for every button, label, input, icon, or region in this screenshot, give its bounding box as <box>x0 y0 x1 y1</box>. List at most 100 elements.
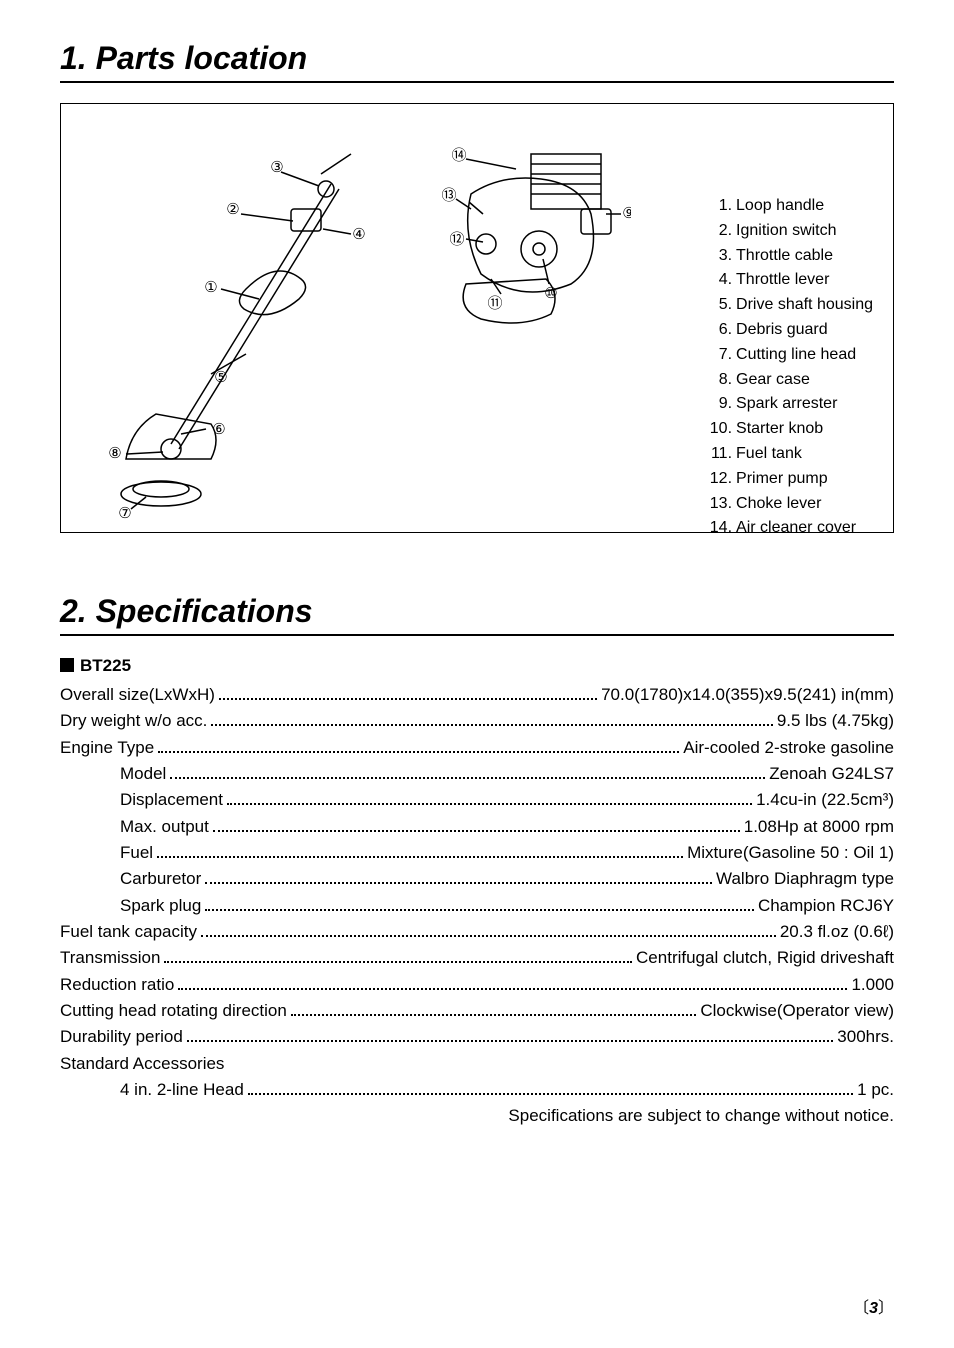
callout-6: ⑥ <box>212 421 225 438</box>
spec-label: Transmission <box>60 945 160 971</box>
spec-label: Model <box>120 761 166 787</box>
spec-row: Displacement 1.4cu-in (22.5cm³) <box>60 787 894 813</box>
legend-item: 4.Throttle lever <box>706 268 873 293</box>
spec-dots <box>178 988 847 990</box>
callout-8: ⑧ <box>108 445 121 462</box>
legend-item: 10.Starter knob <box>706 417 873 442</box>
spec-dots <box>157 856 683 858</box>
spec-label: Fuel <box>120 840 153 866</box>
spec-row: Fuel tank capacity 20.3 fl.oz (0.6ℓ) <box>60 919 894 945</box>
legend-item: 11.Fuel tank <box>706 442 873 467</box>
footer-note: Specifications are subject to change wit… <box>60 1106 894 1126</box>
spec-value: 70.0(1780)x14.0(355)x9.5(241) in(mm) <box>601 682 894 708</box>
spec-label: Max. output <box>120 814 209 840</box>
legend-item: 9.Spark arrester <box>706 392 873 417</box>
callout-5: ⑤ <box>214 369 227 386</box>
legend-item: 5.Drive shaft housing <box>706 293 873 318</box>
spec-dots <box>170 777 765 779</box>
spec-row: Overall size(LxWxH) 70.0(1780)x14.0(355)x… <box>60 682 894 708</box>
square-bullet-icon <box>60 658 74 672</box>
legend-item: 13.Choke lever <box>706 492 873 517</box>
spec-dots <box>291 1014 697 1016</box>
spec-row: Spark plug Champion RCJ6Y <box>60 893 894 919</box>
spec-value: 20.3 fl.oz (0.6ℓ) <box>780 919 894 945</box>
spec-value: 1.08Hp at 8000 rpm <box>744 814 894 840</box>
section-2-title: 2. Specifications <box>60 593 894 636</box>
callout-1: ① <box>204 279 217 296</box>
spec-value: Clockwise(Operator view) <box>700 998 894 1024</box>
spec-dots <box>205 882 712 884</box>
spec-dots <box>164 961 632 963</box>
parts-diagram-box: ① ② ③ ④ ⑤ ⑥ ⑦ ⑧ ⑨ ⑩ ⑪ ⑫ ⑬ ⑭ 1.Loop handl… <box>60 103 894 533</box>
accessories-header: Standard Accessories <box>60 1051 894 1077</box>
legend-item: 2.Ignition switch <box>706 219 873 244</box>
spec-dots <box>227 803 752 805</box>
spec-row: Model Zenoah G24LS7 <box>60 761 894 787</box>
spec-row: Engine Type Air-cooled 2-stroke gasoline <box>60 735 894 761</box>
spec-value: Zenoah G24LS7 <box>769 761 894 787</box>
spec-label: Engine Type <box>60 735 154 761</box>
spec-label: Reduction ratio <box>60 972 174 998</box>
spec-label: Durability period <box>60 1024 183 1050</box>
spec-list: Overall size(LxWxH) 70.0(1780)x14.0(355)x… <box>60 682 894 1051</box>
spec-value: 9.5 lbs (4.75kg) <box>777 708 894 734</box>
spec-dots <box>201 935 776 937</box>
spec-dots <box>219 698 597 700</box>
legend-item: 3.Throttle cable <box>706 244 873 269</box>
spec-label: Fuel tank capacity <box>60 919 197 945</box>
spec-label: Cutting head rotating direction <box>60 998 287 1024</box>
spec-dots <box>158 751 679 753</box>
spec-label: Displacement <box>120 787 223 813</box>
legend-item: 7.Cutting line head <box>706 343 873 368</box>
section-1-title: 1. Parts location <box>60 40 894 83</box>
model-header: BT225 <box>60 656 894 676</box>
legend-item: 1.Loop handle <box>706 194 873 219</box>
legend-item: 12.Primer pump <box>706 467 873 492</box>
spec-value: Air-cooled 2-stroke gasoline <box>683 735 894 761</box>
callout-12: ⑫ <box>449 231 464 248</box>
spec-label: Overall size(LxWxH) <box>60 682 215 708</box>
spec-row: Cutting head rotating direction Clockwise… <box>60 998 894 1024</box>
callout-11: ⑪ <box>487 295 502 312</box>
accessories-list: 4 in. 2-line Head 1 pc. <box>60 1077 894 1103</box>
spec-dots <box>213 830 740 832</box>
callout-14: ⑭ <box>451 147 466 164</box>
parts-diagram: ① ② ③ ④ ⑤ ⑥ ⑦ ⑧ ⑨ ⑩ ⑪ ⑫ ⑬ ⑭ <box>71 114 631 524</box>
spec-label: Dry weight w/o acc. <box>60 708 207 734</box>
parts-legend: 1.Loop handle 2.Ignition switch 3.Thrott… <box>706 194 873 541</box>
spec-row: Max. output 1.08Hp at 8000 rpm <box>60 814 894 840</box>
spec-row: Fuel Mixture(Gasoline 50 : Oil 1) <box>60 840 894 866</box>
spec-dots <box>248 1093 853 1095</box>
spec-dots <box>187 1040 833 1042</box>
spec-label: 4 in. 2-line Head <box>120 1077 244 1103</box>
spec-value: Walbro Diaphragm type <box>716 866 894 892</box>
callout-7: ⑦ <box>118 505 131 522</box>
spec-value: 300hrs. <box>837 1024 894 1050</box>
spec-row: Durability period 300hrs. <box>60 1024 894 1050</box>
callout-13: ⑬ <box>441 187 456 204</box>
spec-row: Reduction ratio 1.000 <box>60 972 894 998</box>
spec-value: 1 pc. <box>857 1077 894 1103</box>
legend-item: 14.Air cleaner cover <box>706 516 873 541</box>
spec-value: 1.4cu-in (22.5cm³) <box>756 787 894 813</box>
spec-value: Centrifugal clutch, Rigid driveshaft <box>636 945 894 971</box>
spec-row: Transmission Centrifugal clutch, Rigid dr… <box>60 945 894 971</box>
spec-row: 4 in. 2-line Head 1 pc. <box>60 1077 894 1103</box>
spec-value: Mixture(Gasoline 50 : Oil 1) <box>687 840 894 866</box>
legend-item: 8.Gear case <box>706 368 873 393</box>
page-number: 〔3〕 <box>853 1294 894 1318</box>
legend-item: 6.Debris guard <box>706 318 873 343</box>
spec-value: 1.000 <box>851 972 894 998</box>
callout-4: ④ <box>352 226 365 243</box>
callout-3: ③ <box>270 159 283 176</box>
spec-dots <box>205 909 754 911</box>
spec-row: Carburetor Walbro Diaphragm type <box>60 866 894 892</box>
spec-row: Dry weight w/o acc. 9.5 lbs (4.75kg) <box>60 708 894 734</box>
spec-label: Spark plug <box>120 893 201 919</box>
spec-label: Carburetor <box>120 866 201 892</box>
spec-dots <box>211 724 772 726</box>
callout-2: ② <box>226 201 239 218</box>
callout-9: ⑨ <box>622 205 631 222</box>
spec-value: Champion RCJ6Y <box>758 893 894 919</box>
callout-10: ⑩ <box>544 285 557 302</box>
